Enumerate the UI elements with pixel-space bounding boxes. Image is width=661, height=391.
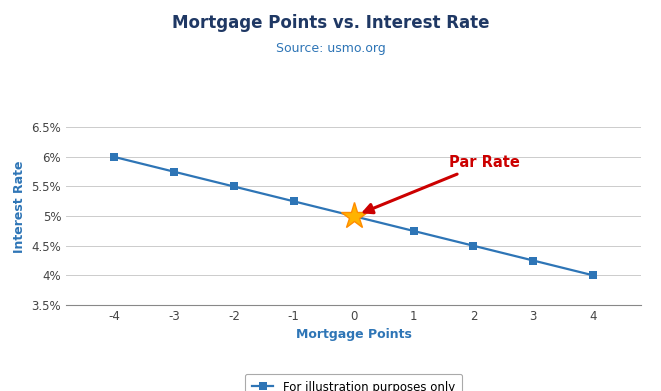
Y-axis label: Interest Rate: Interest Rate: [13, 161, 26, 253]
Text: Par Rate: Par Rate: [364, 155, 520, 213]
X-axis label: Mortgage Points: Mortgage Points: [295, 328, 412, 341]
Legend: For illustration purposes only: For illustration purposes only: [245, 373, 462, 391]
Text: Mortgage Points vs. Interest Rate: Mortgage Points vs. Interest Rate: [172, 14, 489, 32]
Text: Source: usmo.org: Source: usmo.org: [276, 42, 385, 56]
